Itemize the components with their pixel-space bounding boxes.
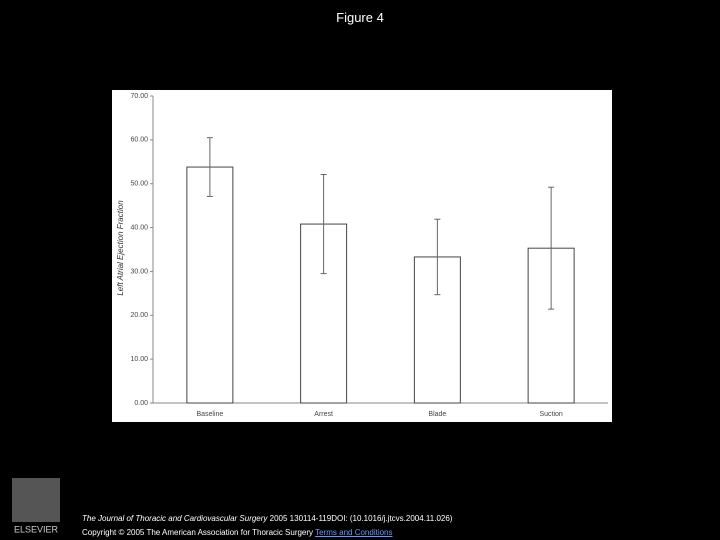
journal-name: The Journal of Thoracic and Cardiovascul… bbox=[82, 514, 268, 523]
publisher-logo: ELSEVIER bbox=[12, 478, 60, 534]
x-tick-label: Baseline bbox=[196, 411, 223, 418]
x-tick-label: Arrest bbox=[314, 411, 333, 418]
y-tick-label: 40.00 bbox=[130, 224, 148, 231]
y-tick-label: 0.00 bbox=[134, 400, 148, 407]
publisher-name: ELSEVIER bbox=[14, 524, 59, 534]
x-tick-label: Blade bbox=[428, 411, 446, 418]
y-tick-label: 70.00 bbox=[130, 93, 148, 100]
logo-tree bbox=[12, 478, 60, 522]
terms-link[interactable]: Terms and Conditions bbox=[315, 528, 393, 537]
citation-line: The Journal of Thoracic and Cardiovascul… bbox=[82, 514, 452, 523]
y-tick-label: 20.00 bbox=[130, 312, 148, 319]
copyright: Copyright © 2005 The American Associatio… bbox=[82, 528, 314, 537]
y-tick-label: 30.00 bbox=[130, 268, 148, 275]
slide-title: Figure 4 bbox=[336, 10, 384, 25]
bar bbox=[186, 166, 234, 404]
y-tick-label: 10.00 bbox=[130, 356, 148, 363]
citation: 2005 130114-119DOI: (10.1016/j.jtcvs.200… bbox=[269, 514, 453, 523]
x-tick-label: Suction bbox=[539, 411, 562, 418]
y-tick-label: 50.00 bbox=[130, 181, 148, 188]
copyright-line: Copyright © 2005 The American Associatio… bbox=[82, 528, 393, 537]
y-axis-label: Left Atrial Ejection Fraction bbox=[116, 200, 125, 296]
y-tick-label: 60.00 bbox=[130, 137, 148, 144]
